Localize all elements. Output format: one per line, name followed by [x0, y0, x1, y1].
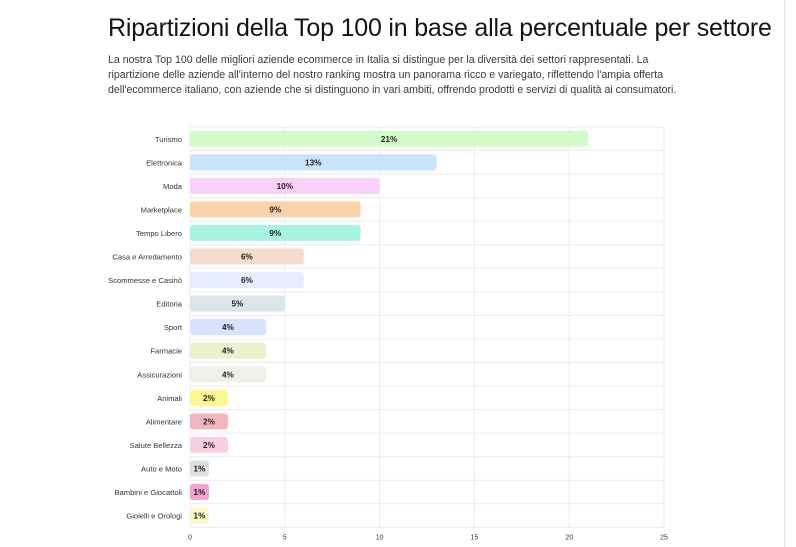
bar-value-label: 1% [194, 512, 207, 521]
bar [190, 366, 266, 383]
category-label: Marketplace [141, 205, 182, 214]
bar-value-label: 10% [277, 182, 294, 191]
bar-value-label: 2% [203, 417, 216, 426]
bar [190, 319, 266, 336]
chart-grid [189, 126, 665, 528]
bar-value-label: 5% [231, 300, 244, 309]
bar [190, 460, 209, 477]
bar [190, 413, 228, 430]
bar-value-label: 2% [203, 394, 216, 403]
x-tick-label: 20 [565, 534, 573, 541]
category-label: Elettronica [146, 158, 183, 167]
bar [190, 272, 304, 289]
bar [190, 130, 589, 147]
chart-x-ticks: 0 5 10 15 20 25 [188, 534, 668, 541]
category-label: Salute Bellezza [130, 441, 183, 450]
bar [190, 389, 228, 406]
right-border [784, 0, 785, 547]
bar-value-label: 1% [194, 488, 207, 497]
x-tick-label: 10 [376, 534, 384, 541]
x-tick-label: 25 [660, 534, 668, 541]
category-label: Alimentare [146, 417, 182, 426]
bar-value-label: 1% [194, 464, 207, 473]
bar [190, 248, 304, 265]
page-title: Ripartizioni della Top 100 in base alla … [108, 14, 772, 42]
bar-value-label: 2% [203, 441, 216, 450]
x-tick-label: 5 [283, 534, 287, 541]
bar-value-label: 4% [222, 323, 235, 332]
x-tick-label: 15 [471, 534, 479, 541]
bar [190, 224, 361, 241]
category-label: Editoria [156, 300, 183, 309]
category-label: Sport [164, 323, 183, 332]
bar [190, 507, 209, 524]
category-label: Farmacie [150, 347, 182, 356]
bar [190, 295, 285, 312]
bar-value-label: 9% [269, 229, 282, 238]
bar [190, 342, 266, 359]
bar [190, 154, 437, 171]
bar-value-label: 6% [241, 276, 254, 285]
bar [190, 177, 380, 194]
category-label: Turismo [155, 135, 182, 144]
bar-value-label: 13% [305, 158, 322, 167]
category-label: Moda [163, 182, 183, 191]
category-label: Auto e Moto [141, 464, 182, 473]
bar [190, 484, 209, 501]
category-label: Scommesse e Casinò [108, 276, 182, 285]
bar-value-label: 4% [222, 347, 235, 356]
bar-value-label: 6% [241, 253, 254, 262]
bar [190, 201, 361, 218]
intro-paragraph: La nostra Top 100 delle migliori aziende… [108, 54, 677, 96]
category-label: Animali [157, 394, 182, 403]
bar-value-label: 21% [381, 135, 398, 144]
category-label: Tempo Libero [136, 229, 182, 238]
bar-value-label: 9% [269, 205, 282, 214]
category-label: Casa e Arredamento [112, 253, 182, 262]
x-tick-label: 0 [188, 534, 192, 541]
chart-bars: 21% 13% 10% 9% 9% 6% 6% 5% 4% 4% 4% 2% 2% 2% 1% 1% 1% [190, 130, 589, 524]
category-label: Bambini e Giocattoli [114, 488, 182, 497]
category-label: Gioielli e Orologi [126, 512, 182, 521]
bar [190, 436, 228, 453]
category-label: Assicurazioni [137, 370, 182, 379]
bar-value-label: 4% [222, 370, 235, 379]
chart-category-labels: Turismo Elettronica Moda Marketplace Tempo L… [108, 135, 183, 521]
